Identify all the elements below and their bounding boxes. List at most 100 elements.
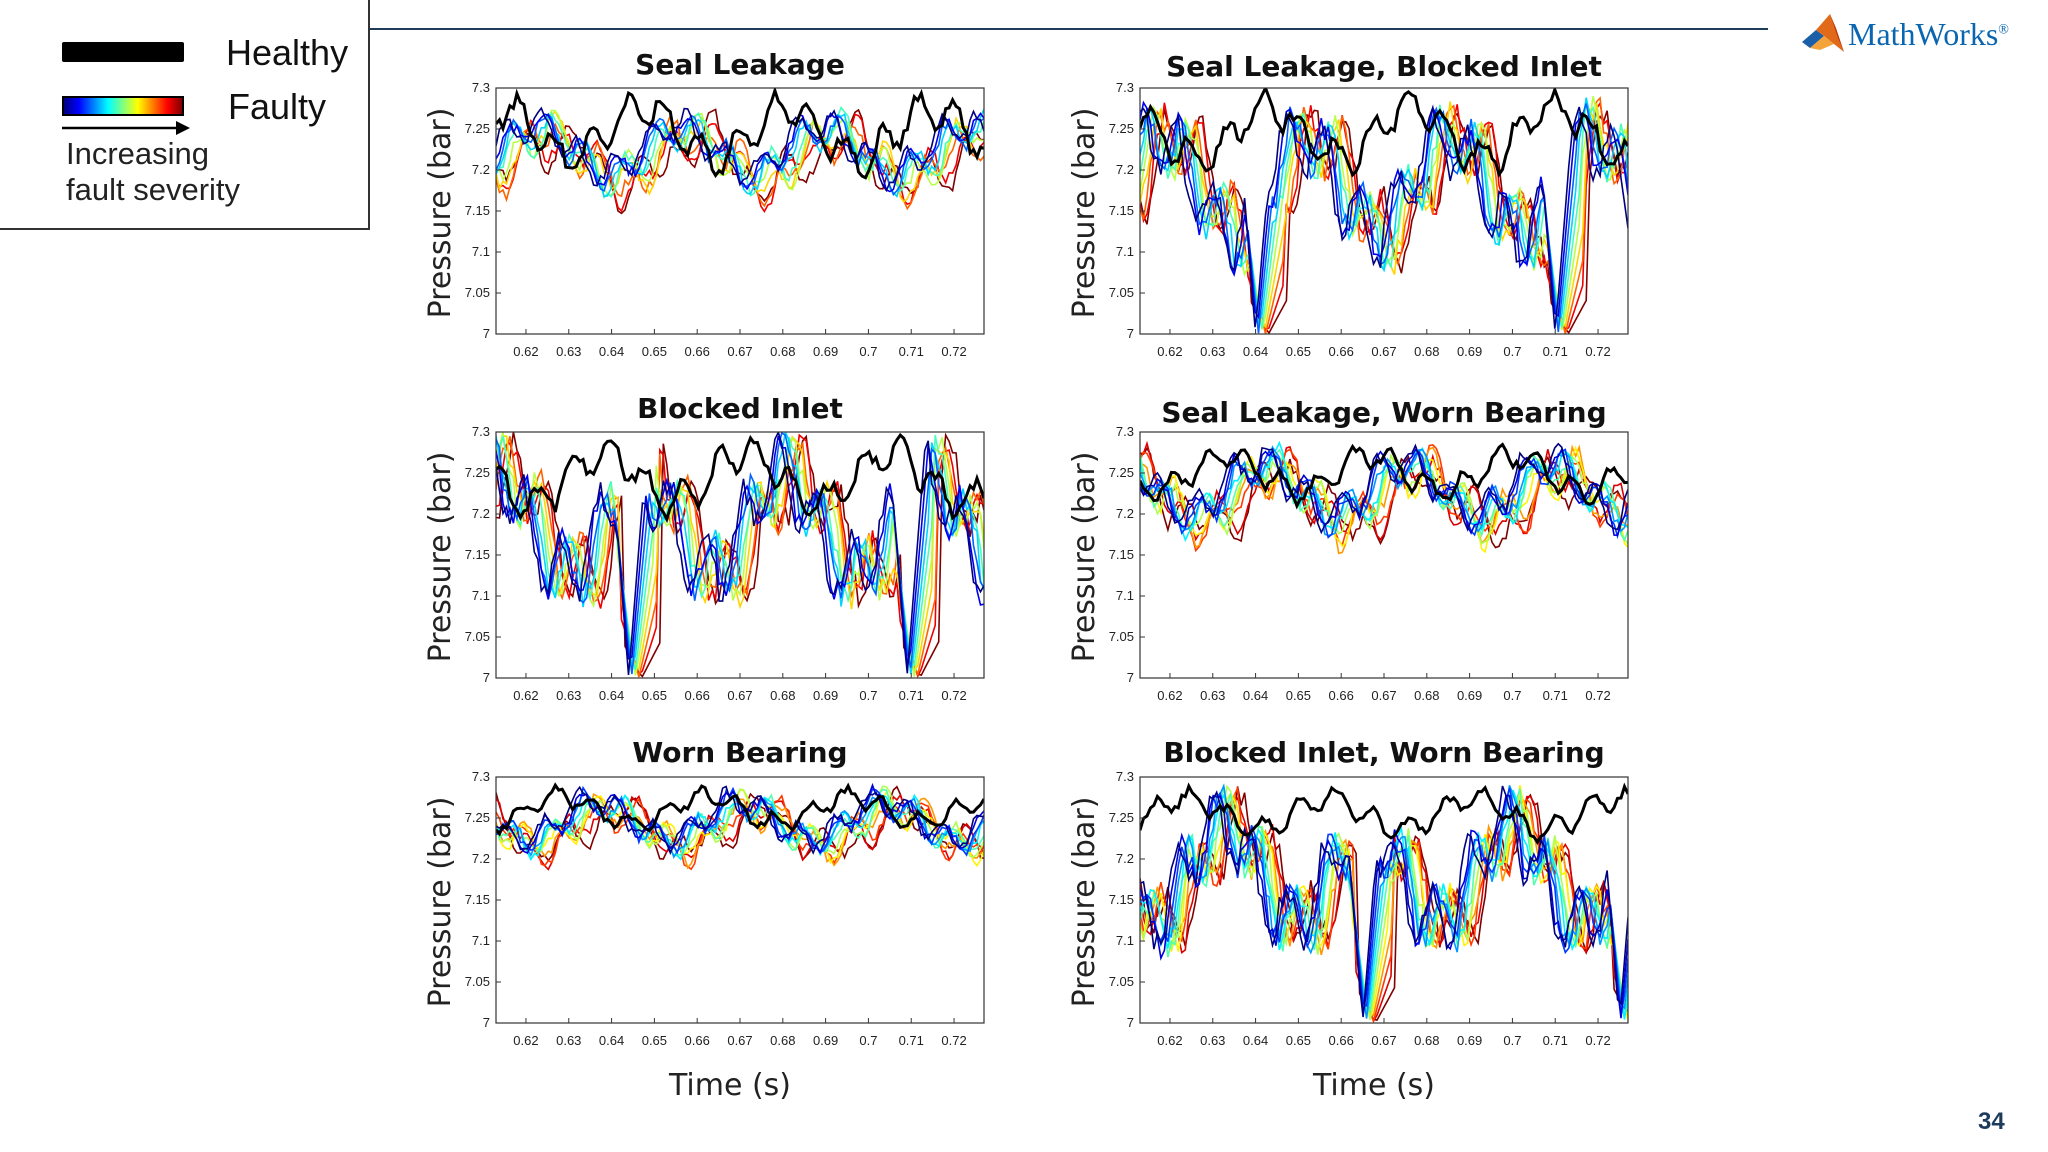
x-tick-label: 0.67 xyxy=(1371,1033,1396,1048)
x-tick-label: 0.71 xyxy=(899,688,924,703)
y-tick-label: 7.15 xyxy=(1109,203,1134,218)
series-group xyxy=(1140,440,1628,555)
y-tick-label: 7.3 xyxy=(472,424,490,439)
x-tick-label: 0.67 xyxy=(1371,344,1396,359)
x-tick-label: 0.69 xyxy=(813,688,838,703)
x-tick-label: 0.68 xyxy=(770,344,795,359)
faulty-series-line xyxy=(1140,785,1628,1023)
chart-2: Blocked Inlet Pressure (bar) 7 7.05 7.1 7.15 7… xyxy=(423,392,985,703)
x-tick-label: 0.63 xyxy=(1200,1033,1225,1048)
faulty-series-line xyxy=(496,432,984,675)
x-tick-label: 0.62 xyxy=(1157,344,1182,359)
faulty-series-line xyxy=(496,435,984,666)
y-tick-label: 7.05 xyxy=(465,629,490,644)
x-tick-label: 0.64 xyxy=(1243,1033,1268,1048)
chart-title: Seal Leakage, Blocked Inlet xyxy=(1166,50,1602,83)
x-tick-label: 0.65 xyxy=(642,688,667,703)
legend: Healthy Faulty Increasing fault severity xyxy=(0,0,370,230)
x-tick-label: 0.66 xyxy=(1329,1033,1354,1048)
x-tick-label: 0.71 xyxy=(1543,1033,1568,1048)
y-tick-label: 7.15 xyxy=(465,203,490,218)
x-tick-label: 0.65 xyxy=(642,344,667,359)
x-tick-label: 0.72 xyxy=(1585,1033,1610,1048)
x-tick-label: 0.7 xyxy=(859,688,877,703)
y-tick-label: 7 xyxy=(483,1015,490,1030)
chart-1: Seal Leakage, Blocked Inlet Pressure (bar… xyxy=(1067,50,1629,359)
y-tick-label: 7.3 xyxy=(1116,424,1134,439)
y-axis-label: Pressure (bar) xyxy=(423,797,458,1008)
y-tick-label: 7.2 xyxy=(1116,851,1134,866)
y-tick-label: 7.1 xyxy=(1116,244,1134,259)
y-tick-label: 7.1 xyxy=(472,244,490,259)
x-tick-label: 0.68 xyxy=(1414,344,1439,359)
faulty-series-line xyxy=(1140,101,1628,332)
y-tick-label: 7.15 xyxy=(1109,547,1134,562)
faulty-series-line xyxy=(1140,448,1628,540)
y-tick-label: 7 xyxy=(1127,670,1134,685)
y-tick-label: 7.25 xyxy=(465,810,490,825)
healthy-series-line xyxy=(496,88,984,180)
healthy-series-line xyxy=(1140,782,1628,846)
y-tick-label: 7.05 xyxy=(465,974,490,989)
y-tick-label: 7.3 xyxy=(1116,769,1134,784)
chart-title: Blocked Inlet, Worn Bearing xyxy=(1163,736,1604,769)
faulty-series-line xyxy=(496,105,984,200)
page-number: 34 xyxy=(1978,1108,2005,1135)
y-tick-label: 7.2 xyxy=(472,162,490,177)
y-tick-label: 7.25 xyxy=(1109,121,1134,136)
faulty-series-line xyxy=(496,113,984,211)
x-tick-label: 0.65 xyxy=(1286,344,1311,359)
x-tick-label: 0.7 xyxy=(1503,688,1521,703)
x-tick-label: 0.7 xyxy=(859,1033,877,1048)
x-tick-label: 0.64 xyxy=(1243,688,1268,703)
x-tick-label: 0.66 xyxy=(685,1033,710,1048)
x-tick-label: 0.66 xyxy=(685,688,710,703)
x-tick-label: 0.7 xyxy=(859,344,877,359)
x-tick-label: 0.68 xyxy=(770,1033,795,1048)
x-tick-label: 0.69 xyxy=(1457,1033,1482,1048)
x-tick-label: 0.68 xyxy=(770,688,795,703)
series-group xyxy=(496,432,984,678)
y-tick-label: 7.2 xyxy=(1116,506,1134,521)
header-rule xyxy=(38,28,1768,30)
y-tick-label: 7.05 xyxy=(1109,974,1134,989)
y-tick-label: 7.1 xyxy=(472,933,490,948)
y-tick-label: 7.15 xyxy=(465,547,490,562)
chart-3: Seal Leakage, Worn Bearing Pressure (bar)… xyxy=(1067,396,1629,703)
chart-4: Worn Bearing Pressure (bar) 7 7.05 7.1 7.15 7.… xyxy=(423,736,985,1103)
y-tick-label: 7.25 xyxy=(1109,465,1134,480)
x-tick-label: 0.64 xyxy=(1243,344,1268,359)
x-tick-label: 0.63 xyxy=(556,1033,581,1048)
x-tick-label: 0.63 xyxy=(556,688,581,703)
x-tick-label: 0.66 xyxy=(685,344,710,359)
series-group xyxy=(496,782,984,871)
x-axis-label: Time (s) xyxy=(668,1068,791,1103)
y-tick-label: 7 xyxy=(1127,1015,1134,1030)
x-tick-label: 0.65 xyxy=(642,1033,667,1048)
faulty-series-line xyxy=(1140,783,1628,1019)
y-axis-label: Pressure (bar) xyxy=(423,108,458,319)
faulty-series-line xyxy=(1140,793,1628,1020)
y-tick-label: 7.15 xyxy=(1109,892,1134,907)
plot-frame xyxy=(495,87,985,335)
y-tick-label: 7.05 xyxy=(1109,285,1134,300)
x-tick-label: 0.72 xyxy=(1585,688,1610,703)
x-tick-label: 0.68 xyxy=(1414,688,1439,703)
x-tick-label: 0.67 xyxy=(727,688,752,703)
series-group xyxy=(496,88,984,215)
legend-faulty-colorbar xyxy=(62,96,184,116)
x-tick-label: 0.64 xyxy=(599,688,624,703)
y-tick-label: 7.25 xyxy=(1109,810,1134,825)
faulty-series-line xyxy=(496,110,984,203)
healthy-series-line xyxy=(1140,88,1628,178)
legend-healthy-swatch xyxy=(62,42,184,62)
y-tick-label: 7.3 xyxy=(1116,80,1134,95)
arrow-right-icon xyxy=(62,121,190,135)
y-tick-label: 7.1 xyxy=(1116,588,1134,603)
chart-title: Seal Leakage, Worn Bearing xyxy=(1161,396,1606,429)
x-tick-label: 0.69 xyxy=(813,1033,838,1048)
y-tick-label: 7 xyxy=(1127,326,1134,341)
x-tick-label: 0.72 xyxy=(1585,344,1610,359)
logo-wordmark: MathWorks® xyxy=(1848,16,2009,52)
